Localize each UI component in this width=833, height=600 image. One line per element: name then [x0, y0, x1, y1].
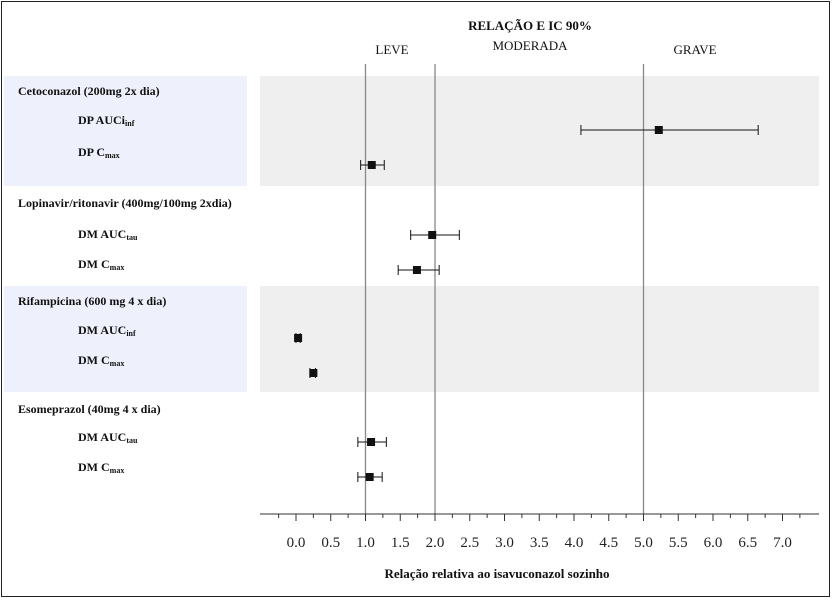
point-estimate — [367, 161, 376, 169]
group-label: Lopinavir/ritonavir (400mg/100mg 2xdia) — [18, 196, 232, 210]
x-tick-label: 1.5 — [391, 535, 410, 551]
point-estimate — [309, 369, 318, 377]
x-axis: 0.0 0.5 1.0 1.5 2.0 2.5 3.0 3.5 4.0 4.5 5.0 5.5 6.0 6… — [260, 513, 819, 551]
group-label-panel — [4, 76, 247, 186]
metric-label: DM Cmax — [78, 257, 124, 272]
reference-label: MODERADA — [492, 38, 568, 53]
group-label: Esomeprazol (40mg 4 x dia) — [18, 402, 161, 416]
x-tick-label: 1.0 — [356, 535, 375, 551]
group-plot-panel — [260, 286, 819, 392]
group-label-panel — [4, 286, 247, 392]
reference-label: GRAVE — [673, 42, 716, 57]
metric-label: DM AUCtau — [78, 227, 138, 242]
x-tick-label: 3.0 — [495, 535, 514, 551]
reference-label: LEVE — [375, 42, 408, 57]
metric-label: DP AUCiinf — [78, 113, 135, 128]
metric-label: DM AUCtau — [78, 430, 138, 445]
background-layer — [4, 76, 819, 392]
x-tick-label: 2.5 — [460, 535, 479, 551]
group-label: Rifampicina (600 mg 4 x dia) — [18, 294, 166, 308]
markers-layer — [294, 125, 759, 482]
point-estimate — [428, 231, 437, 239]
metric-label: DP Cmax — [78, 145, 120, 160]
point-estimate — [294, 334, 303, 342]
x-tick-label: 0.0 — [287, 535, 306, 551]
group-label: Cetoconazol (200mg 2x dia) — [18, 84, 160, 98]
x-tick-label: 4.5 — [599, 535, 618, 551]
row-labels-layer: Cetoconazol (200mg 2x dia) DP AUCiinf DP C… — [18, 84, 232, 475]
metric-label: DM Cmax — [78, 353, 124, 368]
point-estimate — [365, 473, 374, 481]
x-tick-label: 5.0 — [634, 535, 653, 551]
x-tick-label: 2.0 — [426, 535, 445, 551]
reference-lines-layer: LEVE MODERADA GRAVE — [364, 38, 717, 514]
x-axis-label: Relação relativa ao isavuconazol sozinho — [384, 566, 609, 581]
point-estimate — [367, 438, 376, 446]
point-estimate — [412, 266, 421, 274]
x-tick-label: 0.5 — [321, 535, 340, 551]
metric-label: DM Cmax — [78, 460, 124, 475]
x-tick-label: 5.5 — [669, 535, 688, 551]
point-estimate — [654, 126, 663, 134]
chart-title: RELAÇÃO E IC 90% — [468, 18, 592, 33]
x-tick-label: 6.0 — [704, 535, 723, 551]
x-tick-label: 7.0 — [773, 535, 792, 551]
group-plot-panel — [260, 76, 819, 186]
x-tick-label: 6.5 — [738, 535, 757, 551]
x-tick-label: 4.0 — [565, 535, 584, 551]
metric-label: DM AUCinf — [78, 323, 136, 338]
x-tick-label: 3.5 — [530, 535, 549, 551]
